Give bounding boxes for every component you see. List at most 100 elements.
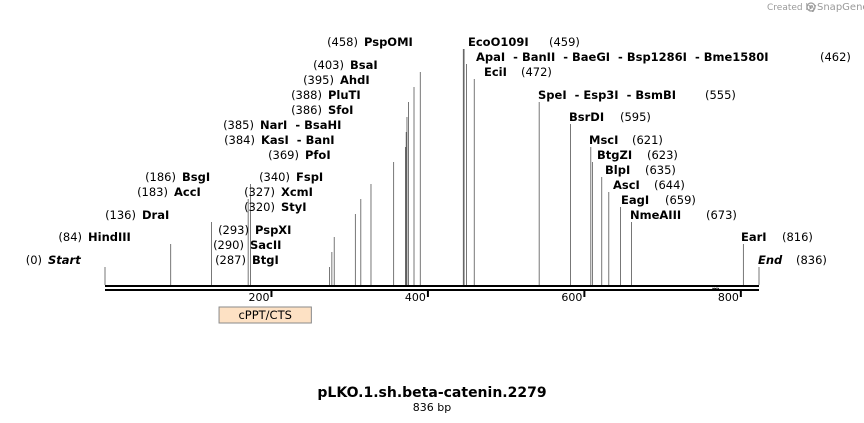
site-label[interactable]: (621) MscI <box>589 133 663 147</box>
site-label[interactable]: (369) PfoI <box>268 148 331 162</box>
site-enzyme-name: SpeI - Esp3I - BsmBI <box>538 88 676 102</box>
site-label[interactable]: (816) EarI <box>741 230 813 244</box>
site-enzyme-name: XcmI <box>281 185 313 199</box>
site-position: (186) <box>145 170 176 184</box>
site-label[interactable]: (186) BsgI <box>145 170 210 184</box>
site-position: (287) <box>215 253 246 267</box>
site-label[interactable]: (395) AhdI <box>303 73 370 87</box>
backbone <box>105 285 759 291</box>
site-position: (644) <box>654 178 685 192</box>
site-label[interactable]: (290) SacII <box>213 238 281 252</box>
site-position: (183) <box>137 185 168 199</box>
site-position: (459) <box>549 35 580 49</box>
credit-text: Created by <box>767 3 817 13</box>
site-enzyme-name: NarI - BsaHI <box>260 118 341 132</box>
site-label[interactable]: (472) EciI <box>484 65 552 79</box>
site-label[interactable]: (459) EcoO109I <box>468 35 580 49</box>
site-position: (290) <box>213 238 244 252</box>
site-enzyme-name: PfoI <box>305 148 331 162</box>
site-label[interactable]: (320) StyI <box>244 200 307 214</box>
site-label[interactable]: (287) BtgI <box>215 253 279 267</box>
site-label[interactable]: (340) FspI <box>259 170 323 184</box>
site-label[interactable]: (462) ApaI - BanII - BaeGI - Bsp1286I - B… <box>476 50 851 64</box>
site-position: (462) <box>820 50 851 64</box>
sequence-length: 836 bp <box>413 401 451 414</box>
site-position: (458) <box>327 35 358 49</box>
site-label[interactable]: (388) PluTI <box>291 88 361 102</box>
site-enzyme-name: AccI <box>174 185 201 199</box>
site-label[interactable]: (293) PspXI <box>218 223 291 237</box>
site-label[interactable]: (595) BsrDI <box>569 110 651 124</box>
ruler-tick-label: 200 <box>248 291 269 304</box>
site-enzyme-name: AhdI <box>340 73 370 87</box>
site-enzyme-name: MscI <box>589 133 618 147</box>
site-enzyme-name: BsrDI <box>569 110 604 124</box>
site-position: (84) <box>58 230 82 244</box>
site-position: (816) <box>782 230 813 244</box>
feature-cppt-cts[interactable]: cPPT/CTS <box>218 306 312 324</box>
site-label[interactable]: (644) AscI <box>613 178 685 192</box>
site-position: (327) <box>244 185 275 199</box>
site-enzyme-name: SacII <box>250 238 281 252</box>
site-enzyme-name: BlpI <box>605 163 630 177</box>
site-enzyme-name: EciI <box>484 65 507 79</box>
site-position: (0) <box>26 253 42 267</box>
site-enzyme-name: EarI <box>741 230 767 244</box>
site-label[interactable]: (635) BlpI <box>605 163 676 177</box>
site-label[interactable]: (84) HindIII <box>58 230 130 244</box>
site-position: (555) <box>705 88 736 102</box>
site-label[interactable]: (836) End <box>758 253 827 267</box>
site-position: (635) <box>645 163 676 177</box>
site-label[interactable]: (0) Start <box>26 253 82 267</box>
site-enzyme-name: KasI - BanI <box>261 133 335 147</box>
site-enzyme-name: BsgI <box>182 170 210 184</box>
site-position: (621) <box>632 133 663 147</box>
site-label[interactable]: (623) BtgZI <box>597 148 678 162</box>
site-label[interactable]: (384) KasI - BanI <box>224 133 335 147</box>
site-enzyme-name: DraI <box>142 208 169 222</box>
site-enzyme-name: BsaI <box>350 58 378 72</box>
feature-label: cPPT/CTS <box>238 308 291 322</box>
site-enzyme-name: FspI <box>296 170 323 184</box>
site-enzyme-name: StyI <box>281 200 307 214</box>
site-label[interactable]: (555) SpeI - Esp3I - BsmBI <box>538 88 736 102</box>
site-position: (472) <box>521 65 552 79</box>
site-position: (623) <box>647 148 678 162</box>
site-label[interactable]: (659) EagI <box>621 193 696 207</box>
site-lines <box>104 49 760 285</box>
ruler: 200 400 600 800≈ <box>248 281 742 304</box>
site-enzyme-name: AscI <box>613 178 640 192</box>
site-position: (673) <box>706 208 737 222</box>
site-enzyme-name: ApaI - BanII - BaeGI - Bsp1286I - Bme158… <box>476 50 769 64</box>
break-icon: ≈ <box>711 281 720 294</box>
site-position: (136) <box>105 208 136 222</box>
site-enzyme-name: EagI <box>621 193 649 207</box>
site-enzyme-name: EcoO109I <box>468 35 529 49</box>
ruler-tick-label: 600 <box>561 291 582 304</box>
site-enzyme-name: SfoI <box>328 103 353 117</box>
site-enzyme-name: PspXI <box>255 223 291 237</box>
snapgene-logo-icon <box>806 2 816 12</box>
site-label[interactable]: (458) PspOMI <box>327 35 413 49</box>
site-label[interactable]: (136) DraI <box>105 208 169 222</box>
site-position: (340) <box>259 170 290 184</box>
site-position: (595) <box>620 110 651 124</box>
site-position: (293) <box>218 223 249 237</box>
site-position: (384) <box>224 133 255 147</box>
site-position: (386) <box>291 103 322 117</box>
site-labels: (0) Start (84) HindIII (136) DraI (183) AccI(18… <box>26 35 851 267</box>
site-position: (836) <box>796 253 827 267</box>
site-position: (659) <box>665 193 696 207</box>
site-position: (395) <box>303 73 334 87</box>
site-position: (369) <box>268 148 299 162</box>
sequence-name: pLKO.1.sh.beta-catenin.2279 <box>317 385 546 401</box>
site-label[interactable]: (673) NmeAIII <box>630 208 737 222</box>
site-label[interactable]: (183) AccI <box>137 185 201 199</box>
site-enzyme-name: PluTI <box>328 88 361 102</box>
site-label[interactable]: (327) XcmI <box>244 185 313 199</box>
site-label[interactable]: (386) SfoI <box>291 103 353 117</box>
site-label[interactable]: (403) BsaI <box>313 58 378 72</box>
site-enzyme-name: HindIII <box>88 230 131 244</box>
site-enzyme-name: BtgZI <box>597 148 632 162</box>
site-label[interactable]: (385) NarI - BsaHI <box>223 118 341 132</box>
